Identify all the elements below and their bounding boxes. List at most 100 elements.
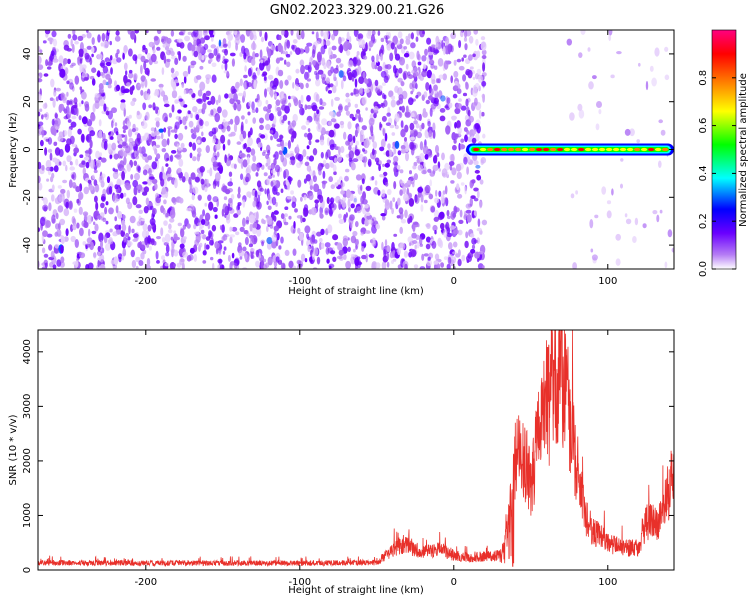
spectrogram-blob <box>250 254 255 259</box>
spectrogram-blob <box>458 98 462 102</box>
spectrogram-blob <box>368 117 375 126</box>
spectrogram-blob <box>330 184 335 190</box>
spectrogram-blob <box>241 115 245 120</box>
spectrogram-blob <box>198 244 201 252</box>
spectrogram-blob <box>60 92 65 99</box>
spectrogram-blob <box>233 213 239 218</box>
spectrogram-blob <box>237 193 241 199</box>
spectrogram-blob <box>459 209 463 218</box>
spectrogram-blob <box>266 200 269 205</box>
spectrogram-blob <box>417 61 422 66</box>
spectrogram-blob <box>44 262 48 268</box>
spectrogram-blob <box>319 202 324 208</box>
spectrogram-blob <box>66 91 69 97</box>
spectrogram-blob <box>456 88 462 95</box>
spectrogram-blob <box>66 80 70 85</box>
spectrogram-blob <box>190 172 196 180</box>
spectrogram-blob <box>244 65 247 72</box>
spectrogram-blob <box>123 235 127 243</box>
spectrogram-blob <box>87 214 93 225</box>
spectrogram-blob <box>81 100 84 105</box>
spectrogram-blob <box>320 151 324 159</box>
spectrogram-x-tick-label: 0 <box>451 276 457 287</box>
spectrogram-blob <box>211 74 217 83</box>
spectrogram-blob <box>161 166 164 174</box>
spectrogram-blob <box>251 163 257 172</box>
spectrogram-blob <box>336 242 342 251</box>
spectrogram-blob <box>428 193 434 200</box>
spectrogram-blob <box>347 121 352 130</box>
spectrogram-blob <box>124 134 128 144</box>
spectrogram-blob <box>75 186 81 193</box>
spectrogram-blob <box>450 75 454 84</box>
spectrogram-blob <box>400 145 406 150</box>
spectrogram-blob <box>314 199 320 204</box>
spectrogram-blob <box>352 158 359 163</box>
spectrogram-blob <box>297 154 304 162</box>
spectrogram-blob <box>83 186 90 195</box>
spectrogram-blob <box>291 44 295 50</box>
signal-line-core <box>563 147 571 152</box>
spectrogram-blob <box>403 46 408 50</box>
spectrogram-blob <box>161 38 165 43</box>
spectrogram-blob <box>170 67 175 74</box>
spectrogram-blob <box>138 215 142 223</box>
spectrogram-blob <box>76 222 80 229</box>
snr-frame <box>37 329 675 571</box>
spectrogram-blob <box>471 244 476 250</box>
spectrogram-blob <box>357 65 362 75</box>
spectrogram-blob <box>396 100 401 106</box>
spectrogram-blob <box>171 150 177 154</box>
spectrogram-blob <box>479 179 484 185</box>
spectrogram-blob <box>56 259 62 267</box>
spectrogram-blob <box>304 45 310 54</box>
spectrogram-blob <box>385 35 388 44</box>
spectrogram-blob <box>316 109 320 115</box>
spectrogram-blob <box>423 199 428 204</box>
spectrogram-blob <box>427 256 431 261</box>
spectrogram-blob <box>178 31 184 36</box>
spectrogram-blob <box>259 61 265 71</box>
spectrogram-blob <box>68 179 73 189</box>
spectrogram-blob <box>390 99 396 108</box>
spectrogram-blob <box>252 117 256 124</box>
spectrogram-blob <box>132 54 138 61</box>
spectrogram-blob <box>278 34 282 41</box>
spectrogram-blob <box>173 233 178 242</box>
spectrogram-blob <box>319 139 325 146</box>
spectrogram-blob <box>384 132 388 142</box>
spectrogram-blob <box>67 128 72 138</box>
spectrogram-blob <box>213 48 218 57</box>
spectrogram-blob <box>299 232 304 241</box>
spectrogram-blob <box>342 237 348 247</box>
spectrogram-blob <box>624 128 631 136</box>
spectrogram-blob <box>266 87 271 92</box>
spectrogram-blob <box>339 43 344 54</box>
spectrogram-blob <box>569 112 575 121</box>
spectrogram-blob <box>475 164 481 169</box>
spectrogram-blob <box>201 137 206 143</box>
spectrogram-blob <box>68 200 73 210</box>
spectrogram-blob <box>588 81 594 90</box>
spectrogram-blob <box>447 215 451 220</box>
spectrogram-blob <box>155 120 160 128</box>
spectrogram-blob <box>67 119 72 123</box>
spectrogram-blob <box>354 113 358 120</box>
spectrogram-blob <box>93 179 98 187</box>
spectrogram-blob <box>306 165 312 172</box>
spectrogram-blob <box>343 254 347 260</box>
spectrogram-blob <box>57 185 62 189</box>
spectrogram-blob <box>221 236 226 242</box>
spectrogram-blob <box>239 52 243 57</box>
spectrogram-blob <box>304 161 310 167</box>
spectrogram-blob <box>402 185 406 195</box>
spectrogram-blob <box>72 30 76 36</box>
spectrogram-blob <box>350 203 355 209</box>
spectrogram-blob <box>86 237 93 244</box>
spectrogram-blob <box>212 138 216 144</box>
spectrogram-blob <box>399 169 404 174</box>
spectrogram-blob <box>162 43 167 48</box>
spectrogram-blob <box>468 54 473 61</box>
spectrogram-blob <box>300 94 304 104</box>
spectrogram-blob <box>130 30 136 40</box>
